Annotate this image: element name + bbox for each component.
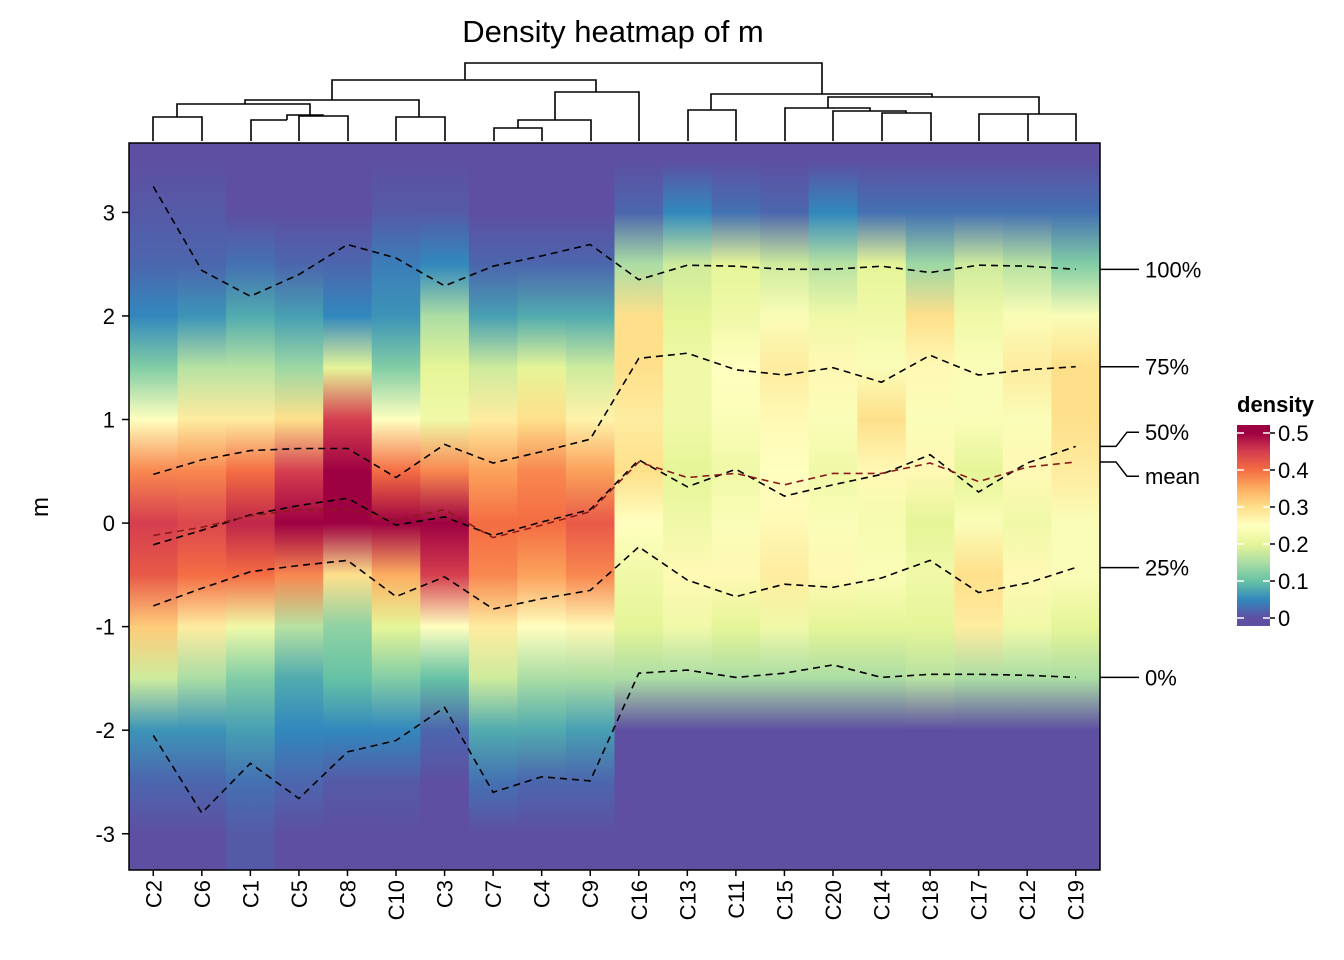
- density-column: [323, 143, 373, 870]
- colorbar: [1237, 433, 1270, 618]
- label-connector: [1100, 431, 1139, 448]
- series-label: 0%: [1145, 665, 1177, 690]
- dendrogram: [152, 62, 1077, 141]
- quantile-line: [153, 352, 1076, 479]
- x-tick-label: C4: [530, 880, 555, 908]
- x-tick-label: C11: [724, 880, 749, 919]
- density-column: [905, 143, 955, 870]
- y-tick-label: 2: [103, 304, 115, 329]
- density-column: [1002, 143, 1052, 870]
- density-column: [1051, 143, 1101, 870]
- series-label: 75%: [1145, 355, 1189, 380]
- quantile-line: [153, 461, 1076, 539]
- x-tick-label: C10: [384, 880, 409, 920]
- series-label: 100%: [1145, 257, 1201, 282]
- x-tick-label: C17: [967, 880, 992, 920]
- colorbar-title: density: [1237, 392, 1315, 417]
- x-tick-label: C1: [238, 880, 263, 908]
- density-column: [808, 143, 858, 870]
- colorbar-tick-label: 0.4: [1278, 458, 1309, 483]
- series-label: 50%: [1145, 420, 1189, 445]
- x-tick-label: C12: [1015, 880, 1040, 920]
- density-column: [663, 143, 713, 870]
- colorbar-tick-label: 0: [1278, 606, 1290, 631]
- y-tick-label: 3: [103, 200, 115, 225]
- y-tick-label: -1: [95, 615, 115, 640]
- y-tick-label: -2: [95, 718, 115, 743]
- density-column: [226, 143, 276, 870]
- plot-frame: [128, 142, 1101, 871]
- label-connector: [1100, 461, 1139, 477]
- x-tick-label: C14: [870, 880, 895, 920]
- density-column: [468, 143, 518, 870]
- density-column: [517, 143, 567, 870]
- x-tick-label: C9: [578, 880, 603, 908]
- x-tick-label: C16: [627, 880, 652, 920]
- colorbar-tick-label: 0.3: [1278, 495, 1309, 520]
- density-column: [711, 143, 761, 870]
- y-tick-label: -3: [95, 822, 115, 847]
- colorbar-tick-label: 0.1: [1278, 569, 1309, 594]
- series-label: mean: [1145, 464, 1200, 489]
- x-tick-label: C8: [335, 880, 360, 908]
- density-column: [177, 143, 227, 870]
- density-column: [371, 143, 421, 870]
- density-column: [857, 143, 907, 870]
- density-column: [565, 143, 615, 870]
- density-column: [420, 143, 470, 870]
- density-column: [614, 143, 664, 870]
- colorbar-end: [1237, 618, 1270, 626]
- y-tick-label: 1: [103, 408, 115, 433]
- x-tick-label: C18: [918, 880, 943, 920]
- x-tick-label: C19: [1064, 880, 1089, 920]
- x-tick-label: C2: [141, 880, 166, 908]
- y-tick-label: 0: [103, 511, 115, 536]
- density-column: [129, 143, 179, 870]
- x-tick-label: C20: [821, 880, 846, 920]
- x-tick-label: C3: [433, 880, 458, 908]
- quantile-line: [153, 545, 1076, 610]
- x-tick-label: C5: [287, 880, 312, 908]
- x-tick-label: C7: [481, 880, 506, 908]
- x-tick-label: C6: [190, 880, 215, 908]
- density-column: [274, 143, 324, 870]
- quantile-line: [153, 445, 1076, 546]
- density-column: [760, 143, 810, 870]
- quantile-line: [152, 664, 1076, 815]
- series-label: 25%: [1145, 556, 1189, 581]
- density-column: [954, 143, 1004, 870]
- colorbar-tick-label: 0.2: [1278, 532, 1309, 557]
- colorbar-tick-label: 0.5: [1278, 421, 1309, 446]
- chart-title: Density heatmap of m: [462, 14, 764, 49]
- colorbar-end: [1237, 425, 1270, 433]
- y-axis-label: m: [27, 497, 54, 517]
- quantile-line: [152, 186, 1076, 298]
- x-tick-label: C13: [675, 880, 700, 920]
- x-tick-label: C15: [772, 880, 797, 920]
